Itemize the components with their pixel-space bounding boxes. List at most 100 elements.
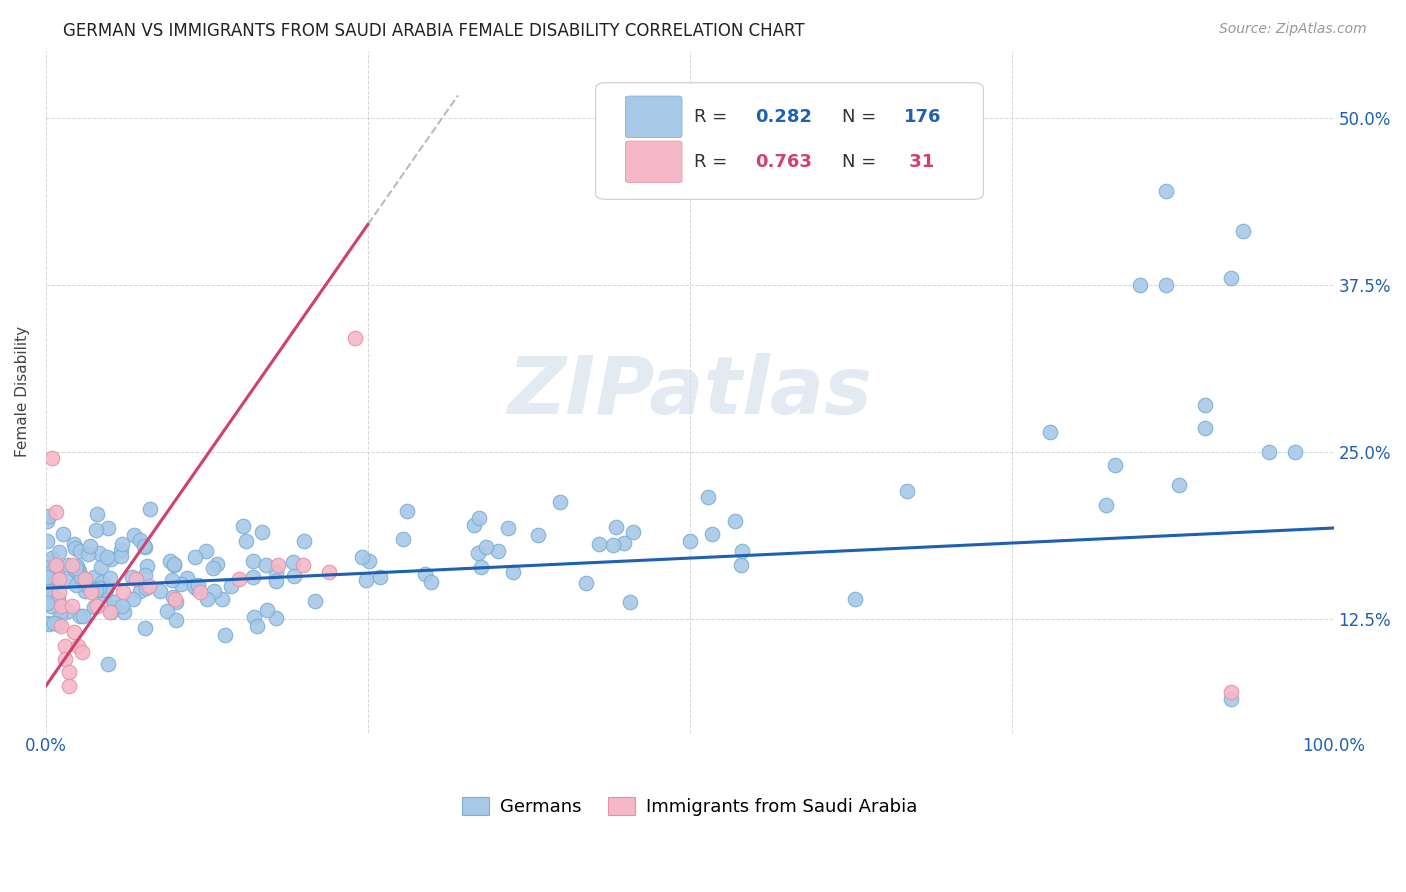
Point — [1219, 685, 1241, 699]
Point — [70, 645, 93, 659]
Point — [60, 558, 83, 573]
Point — [52, 527, 75, 541]
Point — [94, 582, 117, 597]
Point — [112, 585, 135, 599]
Text: 176: 176 — [904, 108, 941, 126]
Point — [621, 525, 644, 540]
Point — [83, 569, 105, 583]
Point — [37, 592, 59, 607]
Point — [575, 575, 598, 590]
Point — [232, 519, 254, 533]
Point — [93, 589, 115, 603]
Point — [214, 628, 236, 642]
Point — [103, 595, 125, 609]
Point — [420, 574, 443, 589]
Point — [724, 514, 747, 528]
Point — [60, 599, 83, 613]
Point — [38, 509, 60, 524]
Point — [613, 536, 636, 550]
Text: ZIPatlas: ZIPatlas — [508, 352, 872, 431]
Point — [87, 546, 110, 560]
Point — [41, 550, 63, 565]
Text: R =: R = — [693, 153, 733, 171]
Point — [283, 568, 305, 582]
Point — [37, 596, 59, 610]
Point — [69, 608, 91, 623]
Point — [264, 611, 287, 625]
Point — [413, 567, 436, 582]
Point — [605, 520, 627, 534]
Point — [39, 580, 62, 594]
Text: N =: N = — [842, 153, 882, 171]
Point — [111, 599, 134, 614]
Point — [256, 602, 278, 616]
Point — [90, 559, 112, 574]
Text: Source: ZipAtlas.com: Source: ZipAtlas.com — [1219, 22, 1367, 37]
Point — [467, 546, 489, 560]
Point — [211, 592, 233, 607]
Point — [1168, 478, 1191, 492]
Point — [486, 544, 509, 558]
Point — [37, 514, 59, 528]
Point — [41, 451, 63, 466]
Point — [700, 526, 723, 541]
Point — [67, 565, 90, 579]
Point — [896, 483, 918, 498]
Point — [250, 525, 273, 540]
Point — [58, 665, 80, 680]
Point — [42, 575, 65, 590]
Point — [90, 583, 112, 598]
Point — [80, 585, 103, 599]
Point — [470, 559, 492, 574]
Point — [86, 599, 108, 613]
Point — [243, 610, 266, 624]
Point — [475, 540, 498, 554]
Point — [166, 613, 188, 627]
Point — [184, 581, 207, 595]
Point — [90, 575, 112, 590]
Point — [156, 604, 179, 618]
Point — [73, 584, 96, 599]
Point — [63, 625, 86, 640]
Point — [254, 558, 277, 572]
Point — [292, 534, 315, 549]
Point — [51, 599, 73, 613]
Point — [69, 574, 91, 589]
Point — [121, 569, 143, 583]
Point — [37, 615, 59, 630]
Point — [228, 572, 250, 586]
Point — [235, 534, 257, 549]
Point — [134, 568, 156, 582]
Point — [45, 558, 67, 573]
Point — [467, 511, 489, 525]
Point — [368, 570, 391, 584]
Point — [122, 528, 145, 542]
Point — [134, 540, 156, 554]
Point — [63, 541, 86, 555]
Text: N =: N = — [842, 108, 882, 126]
Point — [176, 572, 198, 586]
Point — [42, 591, 65, 605]
Point — [38, 571, 60, 585]
Point — [1154, 277, 1177, 292]
Point — [163, 557, 186, 571]
Point — [86, 507, 108, 521]
Point — [184, 550, 207, 565]
Point — [359, 554, 381, 568]
Point — [46, 617, 69, 632]
Point — [37, 570, 59, 584]
Y-axis label: Female Disability: Female Disability — [15, 326, 30, 458]
Point — [44, 615, 66, 630]
Point — [128, 583, 150, 598]
Point — [219, 579, 242, 593]
Text: GERMAN VS IMMIGRANTS FROM SAUDI ARABIA FEMALE DISABILITY CORRELATION CHART: GERMAN VS IMMIGRANTS FROM SAUDI ARABIA F… — [63, 22, 804, 40]
Point — [1284, 445, 1306, 459]
Point — [194, 544, 217, 558]
Point — [1219, 692, 1241, 706]
Point — [72, 608, 94, 623]
Point — [1219, 271, 1241, 285]
Point — [134, 539, 156, 553]
Point — [38, 617, 60, 632]
Point — [58, 558, 80, 573]
Point — [502, 565, 524, 579]
